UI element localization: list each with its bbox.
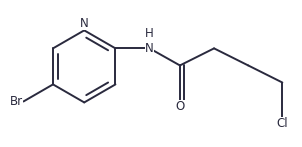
Text: O: O xyxy=(175,100,185,113)
Text: N: N xyxy=(145,42,154,55)
Text: Br: Br xyxy=(10,95,24,108)
Text: H: H xyxy=(145,27,154,40)
Text: Cl: Cl xyxy=(277,117,288,130)
Text: N: N xyxy=(80,17,88,30)
